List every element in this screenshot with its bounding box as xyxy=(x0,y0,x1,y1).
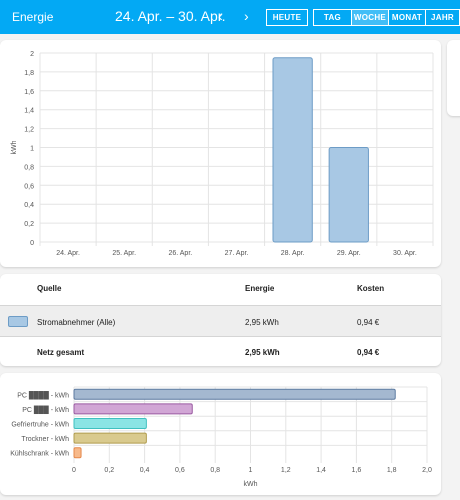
x-tick-label: 0 xyxy=(72,467,76,474)
y-tick-label: 2 xyxy=(30,51,34,58)
x-tick-label: 1,2 xyxy=(281,467,291,474)
bar xyxy=(73,432,147,444)
table-divider xyxy=(0,305,441,306)
devices-chart-card: 0 0,2 0,4 0,6 0,8 1 1,2 1,4 1,6 1,8 2,0 PC ████ - k… xyxy=(0,373,441,495)
y-tick-label: 0,6 xyxy=(24,183,34,190)
usage-bar-chart: 0 0,2 0,4 0,6 0,8 1 1,2 1,4 1,6 1,8 2 24. Apr. 25. A… xyxy=(11,51,434,257)
y-tick-label: 0,2 xyxy=(24,221,34,228)
bar xyxy=(73,418,147,429)
y-tick-label: 0 xyxy=(30,240,34,247)
table-header-source: Quelle xyxy=(37,284,62,293)
date-range: 24. Apr. – 30. Apr. xyxy=(115,8,226,24)
y-axis-label: kWh xyxy=(11,140,18,154)
y-tick-label: Trockner - kWh xyxy=(21,436,69,443)
chevron-right-icon[interactable]: › xyxy=(244,8,249,24)
source-name: Stromabnehmer (Alle) xyxy=(37,318,116,327)
side-card xyxy=(447,40,460,116)
y-tick-label: Gefriertruhe - kWh xyxy=(11,422,69,429)
bar xyxy=(73,403,193,415)
x-tick-label: 27. Apr. xyxy=(225,250,249,257)
today-button[interactable]: HEUTE xyxy=(266,9,308,26)
total-cost: 0,94 € xyxy=(357,348,380,357)
y-tick-label: 1,2 xyxy=(24,127,34,134)
y-tick-label: 1,6 xyxy=(24,89,34,96)
table-header-cost: Kosten xyxy=(357,284,385,293)
x-tick-label: 24. Apr. xyxy=(56,250,80,257)
x-tick-label: 25. Apr. xyxy=(112,250,136,257)
x-tick-label: 1 xyxy=(249,467,253,474)
period-jahr-button[interactable]: JAHR xyxy=(425,9,460,26)
bar xyxy=(73,388,396,400)
total-energy: 2,95 kWh xyxy=(245,348,280,357)
period-woche-button[interactable]: WOCHE xyxy=(351,9,388,26)
y-tick-label: 0,4 xyxy=(24,202,34,209)
period-tag-button[interactable]: TAG xyxy=(313,9,351,26)
source-cost: 0,94 € xyxy=(357,318,380,327)
y-tick-label: 1 xyxy=(30,146,34,153)
x-tick-label: 2,0 xyxy=(422,467,432,474)
x-tick-label: 0,4 xyxy=(140,467,150,474)
bar xyxy=(73,447,82,459)
x-tick-label: 0,8 xyxy=(210,467,220,474)
bar xyxy=(328,147,369,243)
x-tick-label: 30. Apr. xyxy=(393,250,417,257)
devices-bar-chart: 0 0,2 0,4 0,6 0,8 1 1,2 1,4 1,6 1,8 2,0 PC ████ - k… xyxy=(10,386,432,488)
period-monat-button[interactable]: MONAT xyxy=(388,9,425,26)
x-tick-label: 1,6 xyxy=(352,467,362,474)
page-title: Energie xyxy=(12,10,54,24)
total-label: Netz gesamt xyxy=(37,348,85,357)
x-axis-label: kWh xyxy=(244,481,258,488)
app-toolbar: Energie 24. Apr. – 30. Apr. ‹ › HEUTE TA… xyxy=(0,0,460,34)
x-tick-label: 0,2 xyxy=(104,467,114,474)
bar xyxy=(272,57,313,243)
sources-table-card xyxy=(0,274,441,366)
usage-chart-card: 0 0,2 0,4 0,6 0,8 1 1,2 1,4 1,6 1,8 2 24. Apr. 25. A… xyxy=(0,40,441,267)
source-energy: 2,95 kWh xyxy=(245,318,279,327)
y-tick-label: PC ███ - kWh xyxy=(22,405,69,415)
x-tick-label: 28. Apr. xyxy=(281,250,305,257)
y-tick-label: PC ████ - kWh xyxy=(17,390,69,400)
source-color-swatch xyxy=(8,316,28,327)
x-tick-label: 1,4 xyxy=(316,467,326,474)
x-tick-label: 1,8 xyxy=(387,467,397,474)
table-header-energy: Energie xyxy=(245,284,275,293)
y-tick-label: Kühlschrank - kWh xyxy=(10,451,69,458)
y-tick-label: 0,8 xyxy=(24,164,34,171)
table-row xyxy=(0,306,441,336)
x-tick-label: 29. Apr. xyxy=(337,250,361,257)
chevron-left-icon[interactable]: ‹ xyxy=(218,8,223,24)
table-divider xyxy=(0,336,441,337)
y-tick-label: 1,4 xyxy=(24,108,34,115)
y-tick-label: 1,8 xyxy=(24,70,34,77)
x-tick-label: 26. Apr. xyxy=(168,250,192,257)
x-tick-label: 0,6 xyxy=(175,467,185,474)
